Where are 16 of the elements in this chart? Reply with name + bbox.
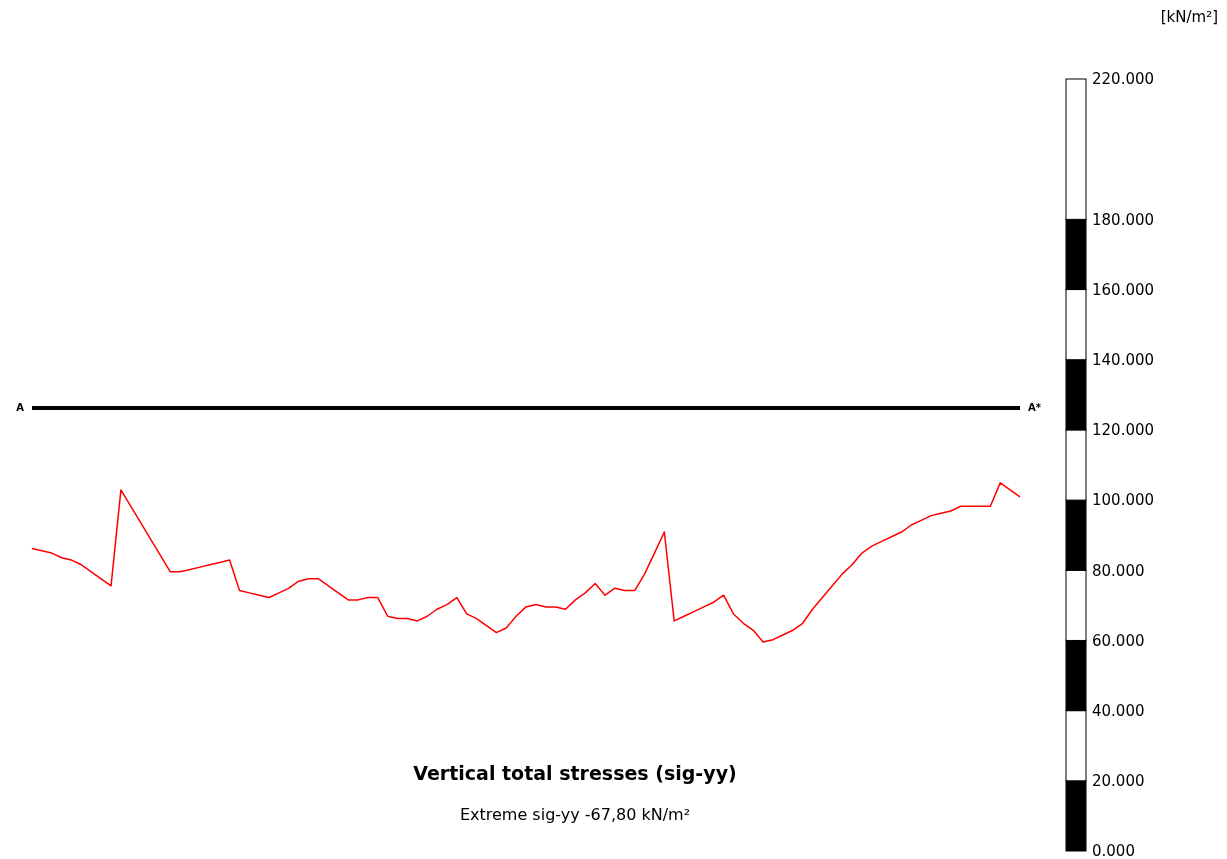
y-tick-label: 180.000: [1092, 210, 1155, 229]
y-tick-label: 160.000: [1092, 280, 1155, 299]
text: A*: [1028, 402, 1042, 413]
text: Extreme sig-yy -67,80 kN/m²: [459, 805, 691, 824]
y-tick-label: 20.000: [1092, 772, 1145, 791]
y-tick-label: 60.000: [1092, 631, 1145, 650]
text: A: [16, 402, 25, 413]
y-tick-label: 120.000: [1092, 421, 1155, 440]
y-tick-label: 100.000: [1092, 491, 1155, 510]
y-tick-label: 220.000: [1092, 70, 1155, 89]
y-tick-label: 40.000: [1092, 701, 1145, 720]
y-tick-label: 80.000: [1092, 561, 1145, 580]
y-tick-label: 140.000: [1092, 350, 1155, 369]
y-tick-label: 0.000: [1092, 842, 1135, 859]
text: Vertical total stresses (sig-yy): [413, 762, 737, 784]
y-axis-title: [kN/m²]: [1160, 8, 1218, 26]
